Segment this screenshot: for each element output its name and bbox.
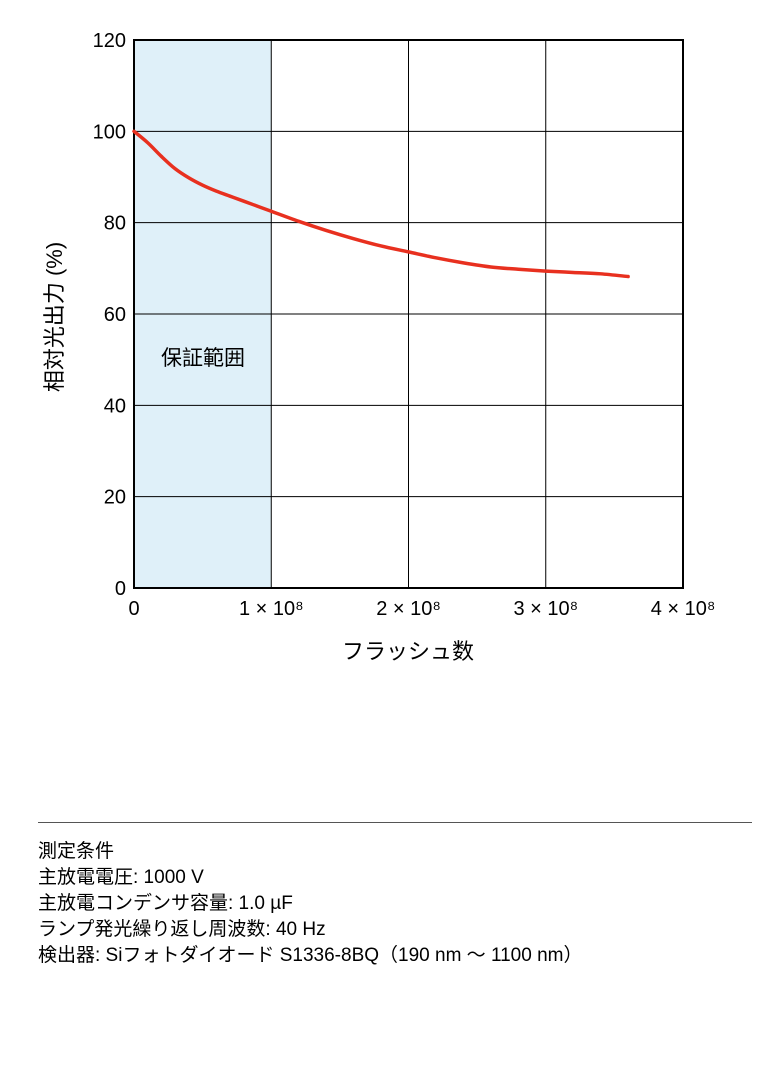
condition-line-frequency: ランプ発光繰り返し周波数: 40 Hz [38,919,326,940]
condition-line-voltage: 主放電電圧: 1000 V [38,867,204,888]
y-tick-label: 40 [104,395,126,417]
x-tick-label: 4 × 10⁸ [651,598,716,620]
y-tick-label: 60 [104,304,126,326]
condition-line-capacitance: 主放電コンデンサ容量: 1.0 µF [38,893,293,914]
y-tick-label: 100 [93,121,126,143]
y-axis-label: 相対光出力 (%) [42,242,67,392]
y-tick-label: 120 [93,30,126,52]
x-tick-label: 2 × 10⁸ [376,598,441,620]
relative-output-chart: 0 20 40 60 80 100 120 0 1 × 10⁸ 2 × 10⁸ 3 × 10⁸ 4 … [42,30,716,664]
x-tick-label: 1 × 10⁸ [239,598,304,620]
guarantee-region-label: 保証範囲 [161,347,245,370]
x-tick-label: 0 [128,598,139,620]
y-tick-label: 20 [104,487,126,509]
y-tick-label: 80 [104,213,126,235]
measurement-conditions: 測定条件 主放電電圧: 1000 V 主放電コンデンサ容量: 1.0 µF ラン… [38,822,752,969]
x-tick-label: 3 × 10⁸ [513,598,578,620]
y-tick-label: 0 [115,578,126,600]
condition-line-detector: 検出器: Siフォトダイオード S1336-8BQ（190 nm ～ 1100 … [38,945,583,966]
x-axis-label: フラッシュ数 [342,639,474,664]
conditions-title: 測定条件 [38,841,115,862]
series-line [132,129,630,279]
plot-frame [133,39,684,589]
